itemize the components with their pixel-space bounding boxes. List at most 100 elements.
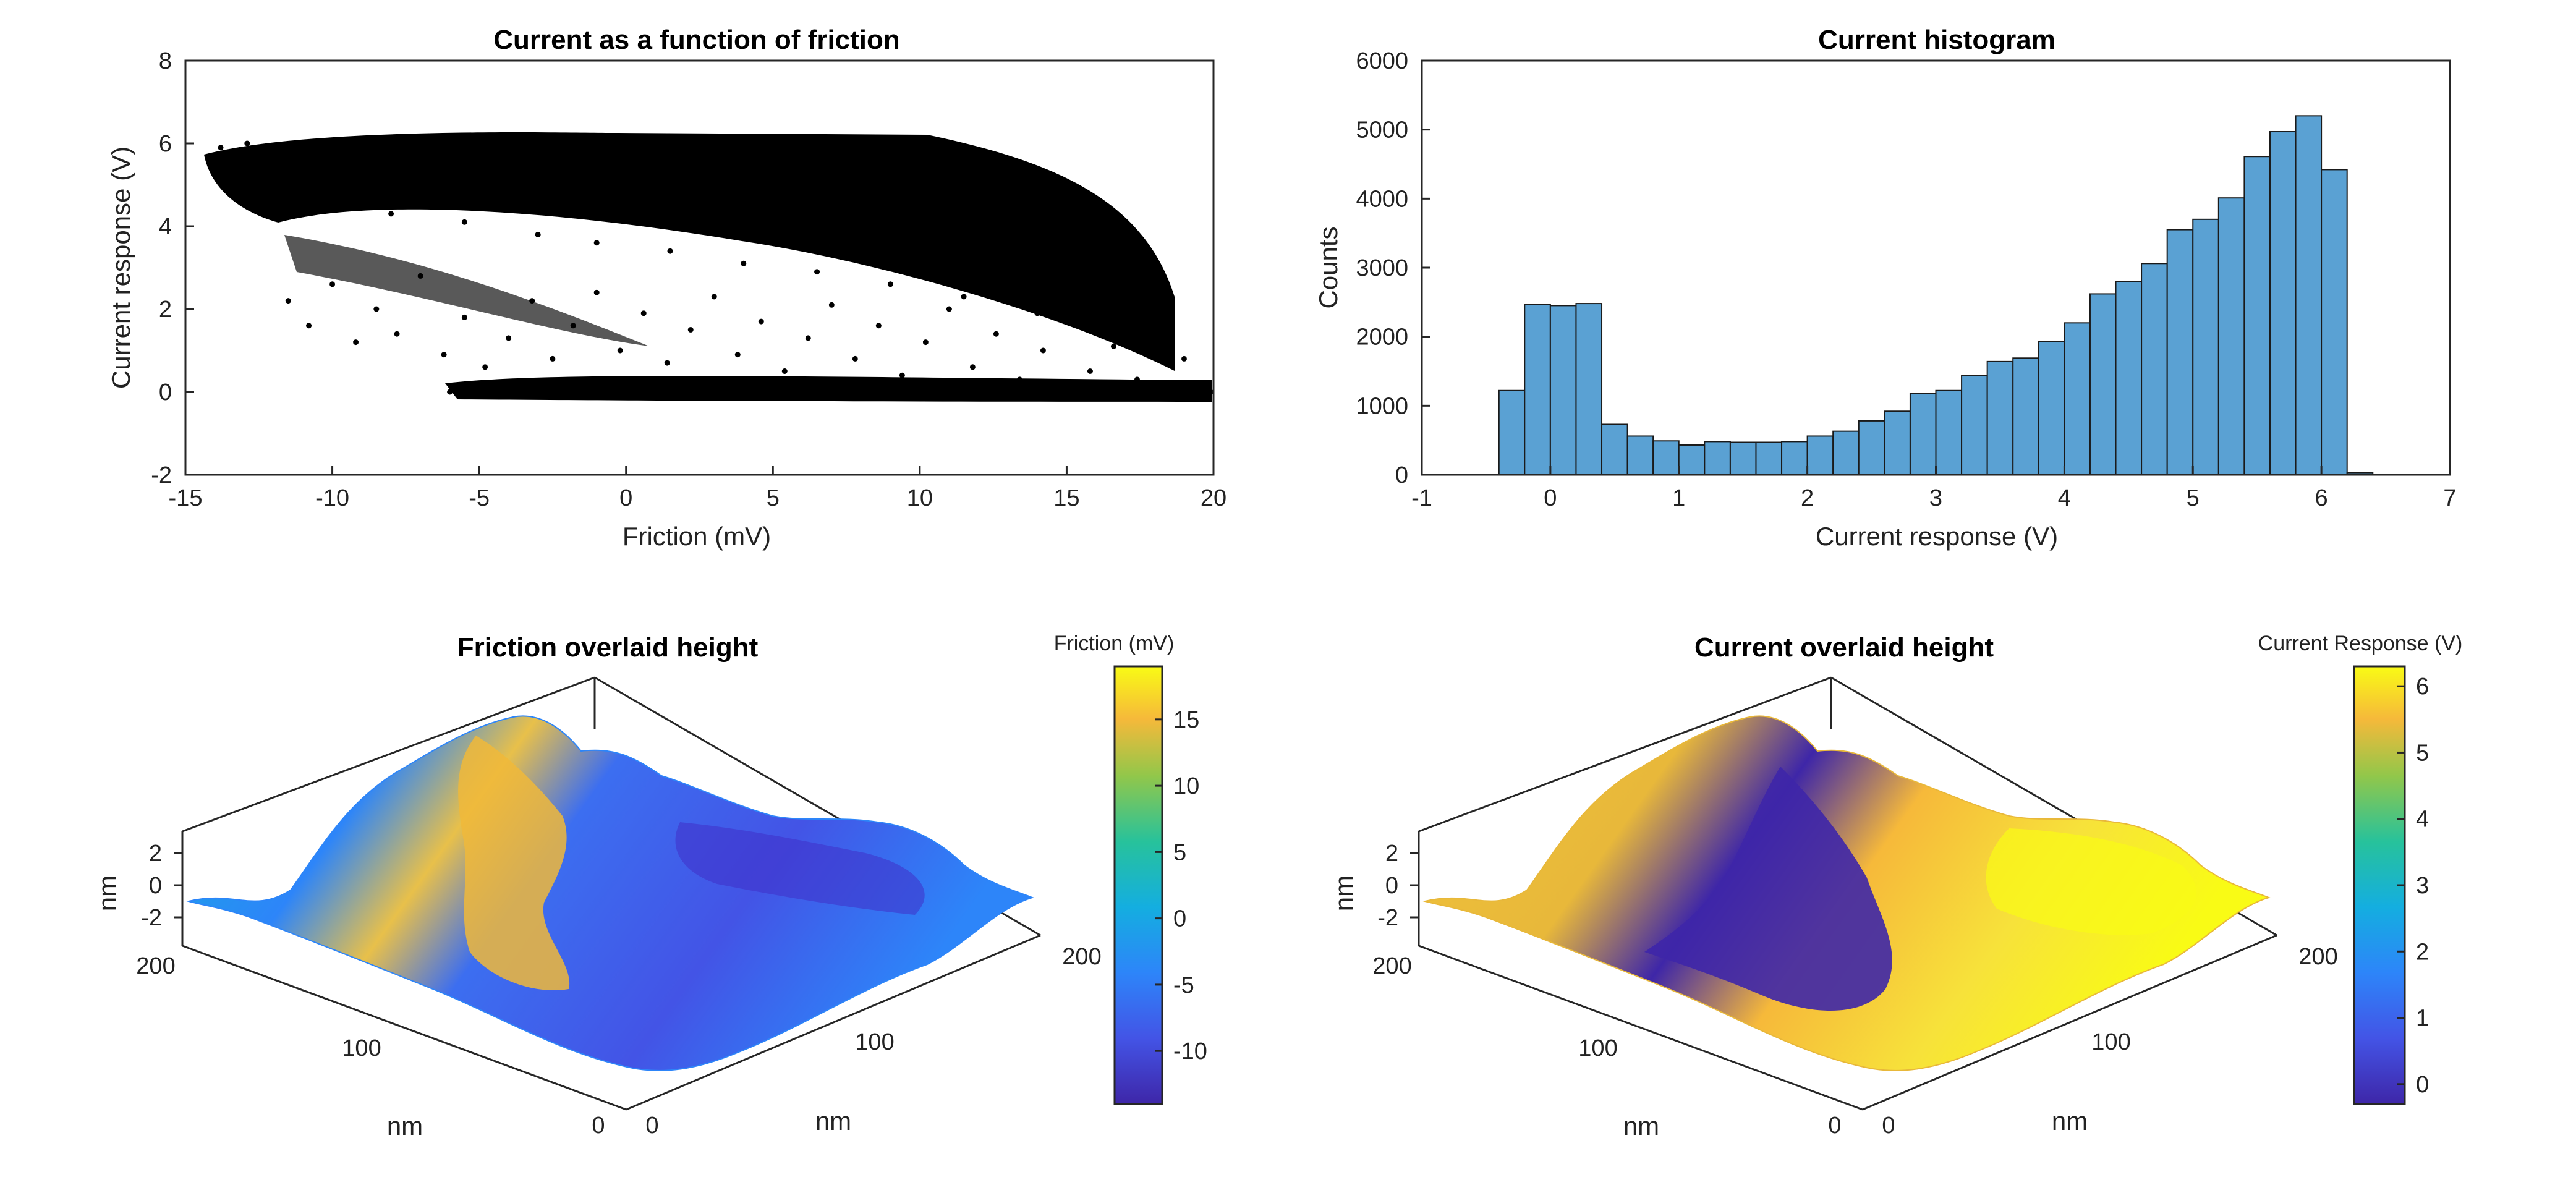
histogram-bar-22	[2064, 322, 2091, 475]
scatter-point-62	[1093, 260, 1099, 266]
histogram-bar-28	[2217, 197, 2245, 475]
scatter-point-129	[1063, 389, 1069, 395]
histogram-y-tick-label-6: 6000	[1356, 48, 1408, 74]
scatter-point-42	[799, 186, 806, 192]
current-colorbar-ticks: 6 5 4 3 2 1 0	[2397, 674, 2429, 1098]
scatter-point-131	[1122, 384, 1128, 391]
fr-colorbar-tick-label-5: -10	[1173, 1038, 1207, 1064]
friction-x-label: nm	[387, 1111, 423, 1140]
histogram-bar-1	[1524, 304, 1551, 475]
histogram-x-tick-label-4: 3	[1929, 485, 1942, 511]
histogram-title: Current histogram	[1818, 25, 2055, 55]
histogram-x-tick-label-3: 2	[1801, 485, 1814, 511]
scatter-point-94	[852, 355, 858, 362]
scatter-points	[206, 140, 1214, 399]
scatter-point-12	[359, 177, 365, 184]
scatter-point-26	[564, 206, 571, 213]
scatter-point-40	[770, 148, 776, 155]
scatter-point-51	[932, 269, 938, 275]
scatter-x-tick-label-2: -5	[469, 485, 490, 511]
scatter-point-82	[570, 323, 576, 329]
scatter-point-10	[332, 198, 338, 205]
scatter-point-6	[283, 145, 289, 151]
fr-y-tick-label-0: 0	[645, 1113, 658, 1139]
scatter-point-93	[828, 302, 835, 308]
scatter-point-122	[858, 389, 864, 395]
histogram-y-tick-label-5: 5000	[1356, 117, 1408, 143]
scatter-point-123	[887, 391, 893, 397]
histogram-bar-23	[2089, 293, 2117, 475]
histogram-bar-31	[2295, 115, 2323, 476]
fr-x-tick-label-2: 0	[592, 1113, 605, 1139]
histogram-bar-19	[1986, 360, 2014, 475]
scatter-point-7	[294, 190, 300, 196]
scatter-point-61	[1078, 306, 1084, 312]
scatter-point-80	[529, 298, 535, 304]
scatter-point-112	[564, 384, 571, 391]
cu-z-tick-label-2: -2	[1377, 905, 1398, 931]
fr-y-tick-label-2: 200	[1062, 944, 1101, 970]
histogram-bar-0	[1498, 389, 1526, 475]
scatter-y-tick-label-3: 4	[159, 214, 172, 240]
scatter-point-45	[843, 161, 849, 167]
cu-colorbar-tick-label-6: 0	[2416, 1072, 2429, 1098]
scatter-point-128	[1034, 384, 1040, 391]
scatter-point-13	[373, 145, 380, 151]
scatter-point-133	[1181, 387, 1187, 393]
scatter-point-107	[1157, 352, 1163, 358]
fr-colorbar-tick-label-4: -5	[1173, 972, 1194, 998]
scatter-point-11	[344, 148, 350, 155]
current-y-label: nm	[2052, 1106, 2088, 1136]
scatter-point-97	[922, 339, 929, 346]
scatter-point-1	[218, 145, 224, 151]
histogram-bar-16	[1909, 393, 1937, 475]
scatter-point-66	[1152, 339, 1158, 346]
scatter-point-126	[976, 393, 982, 399]
scatter-point-5	[271, 174, 277, 180]
friction-colorbar	[1113, 665, 1163, 1105]
histogram-bar-6	[1652, 440, 1680, 475]
scatter-point-117	[711, 384, 717, 391]
histogram-bar-7	[1678, 444, 1706, 476]
scatter-point-4	[256, 153, 262, 159]
scatter-plot-area	[185, 61, 1214, 475]
fr-z-tick-label-2: -2	[141, 905, 162, 931]
scatter-point-95	[875, 323, 882, 329]
scatter-point-50	[917, 174, 923, 180]
scatter-point-111	[535, 387, 541, 393]
friction-high-region	[458, 736, 570, 990]
scatter-point-57	[1019, 227, 1026, 234]
histogram-bar-18	[1961, 375, 1988, 476]
fr-z-tick-label-0: 2	[149, 841, 162, 867]
current-y-ticks: 0 100 200	[1882, 944, 2337, 1139]
scatter-point-100	[993, 331, 999, 337]
scatter-point-134	[1207, 389, 1214, 395]
scatter-point-23	[520, 174, 526, 180]
scatter-point-78	[482, 364, 488, 370]
scatter-point-101	[1016, 376, 1022, 383]
histogram-bar-8	[1704, 441, 1731, 476]
scatter-point-86	[664, 360, 670, 366]
scatter-point-9	[320, 140, 326, 147]
scatter-x-tick-label-0: -15	[169, 485, 203, 511]
current-low-region	[1644, 767, 1892, 1011]
scatter-point-132	[1152, 389, 1158, 395]
scatter-point-16	[417, 140, 423, 147]
scatter-title: Current as a function of friction	[493, 25, 900, 55]
scatter-point-34	[682, 190, 688, 196]
histogram-y-tick-label-0: 0	[1395, 462, 1408, 488]
cu-y-tick-label-1: 100	[2091, 1029, 2130, 1055]
scatter-point-90	[758, 318, 764, 325]
histogram-x-tick-label-7: 6	[2315, 485, 2328, 511]
scatter-point-24	[535, 231, 541, 237]
scatter-point-64	[1122, 281, 1128, 287]
scatter-point-48	[887, 281, 893, 287]
scatter-point-47	[873, 198, 879, 205]
scatter-density-bands	[204, 132, 1212, 402]
current-high-region	[1986, 828, 2196, 935]
cu-colorbar-tick-label-1: 5	[2416, 740, 2429, 766]
scatter-point-104	[1087, 368, 1093, 374]
scatter-point-119	[770, 387, 776, 393]
